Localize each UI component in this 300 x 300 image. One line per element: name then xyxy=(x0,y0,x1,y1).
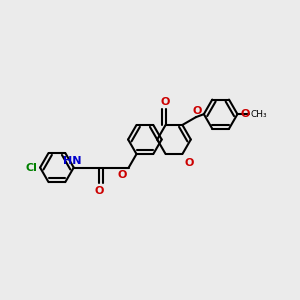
Text: O: O xyxy=(161,97,170,107)
Text: CH₃: CH₃ xyxy=(250,110,267,119)
Text: O: O xyxy=(193,106,202,116)
Text: O: O xyxy=(240,109,250,119)
Text: HN: HN xyxy=(63,156,82,166)
Text: O: O xyxy=(118,170,127,180)
Text: O: O xyxy=(185,158,194,168)
Text: Cl: Cl xyxy=(26,163,38,172)
Text: O: O xyxy=(94,186,104,196)
